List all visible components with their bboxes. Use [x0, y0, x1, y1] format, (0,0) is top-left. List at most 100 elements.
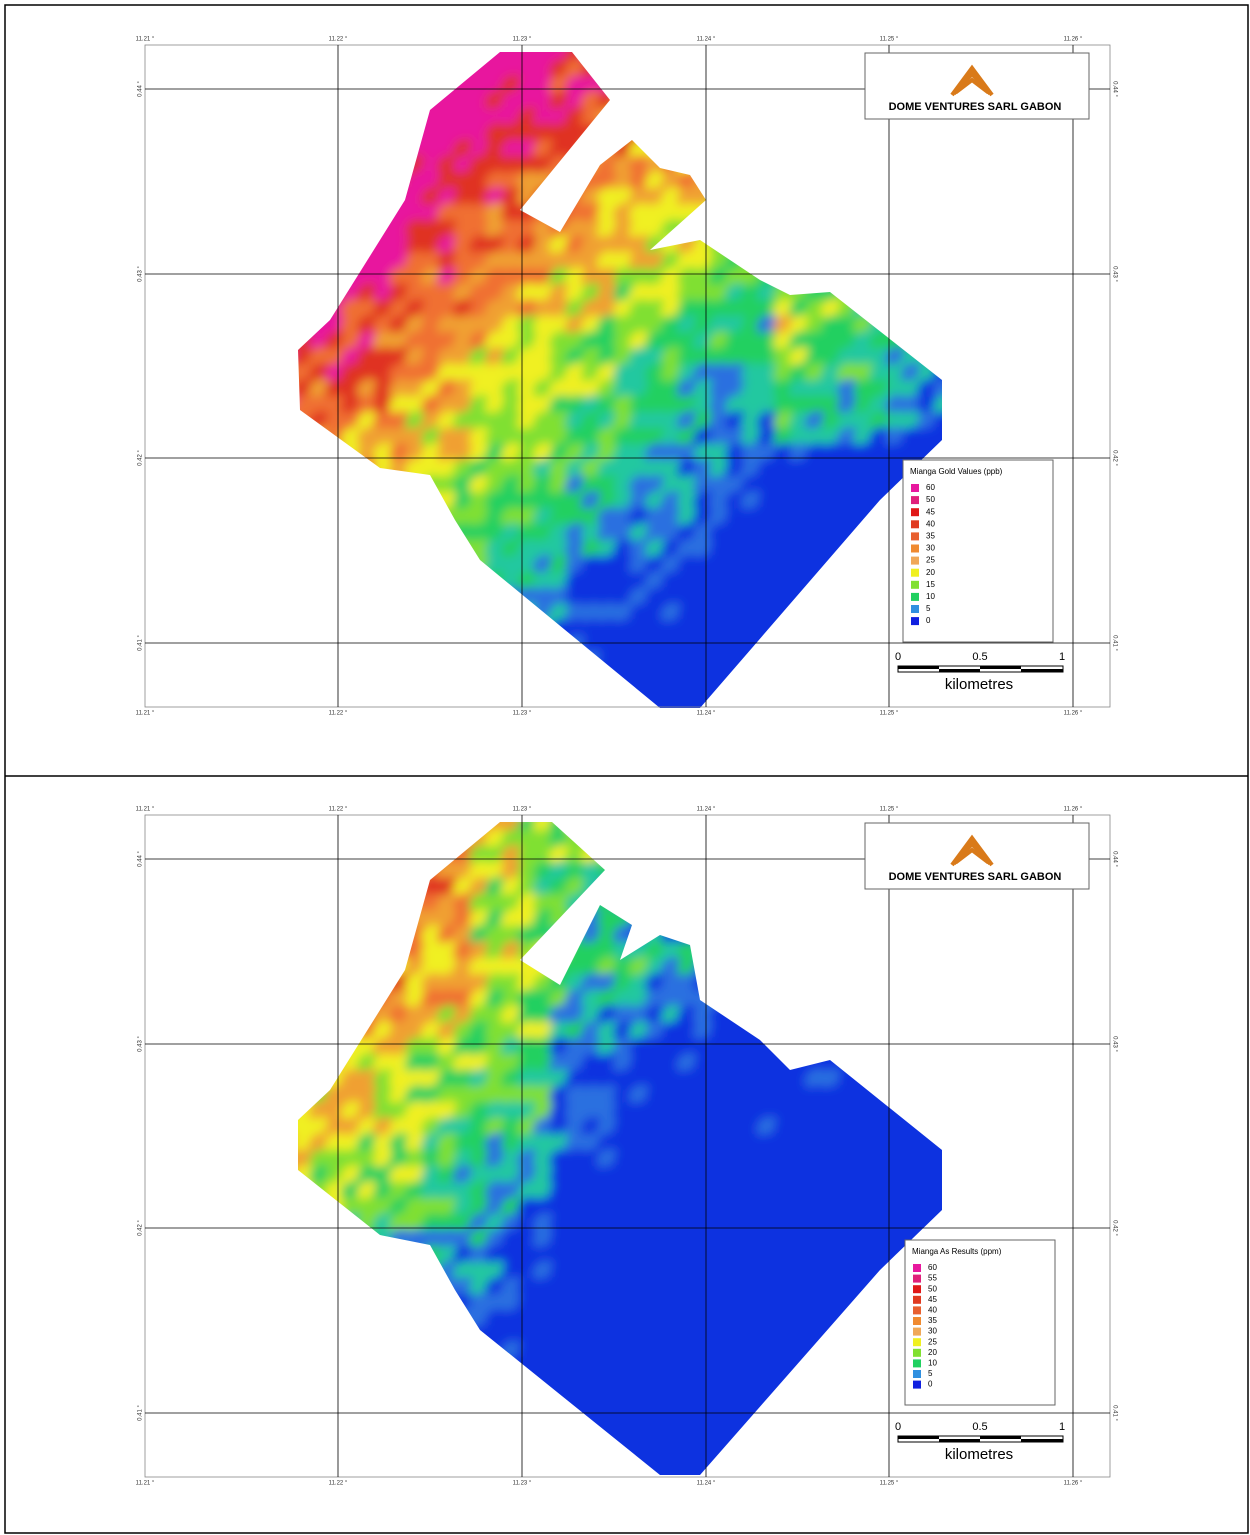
heat-blob	[309, 1053, 335, 1079]
heat-blob	[853, 251, 879, 277]
heat-blob	[821, 1421, 847, 1447]
heat-blob	[741, 797, 767, 823]
heat-blob	[389, 667, 415, 693]
heat-blob	[725, 155, 751, 181]
heat-blob	[741, 1469, 767, 1495]
heat-blob	[453, 1405, 479, 1431]
heat-blob	[821, 203, 847, 229]
heat-blob	[389, 829, 415, 855]
heat-blob	[757, 139, 783, 165]
heat-blob	[709, 123, 735, 149]
heat-blob	[373, 75, 399, 101]
scale-unit: kilometres	[945, 1446, 1013, 1463]
heat-blob	[309, 925, 335, 951]
heat-blob	[277, 1021, 303, 1047]
heat-blob	[837, 925, 863, 951]
heat-blob	[869, 683, 895, 709]
heat-blob	[613, 91, 639, 117]
heat-blob	[645, 813, 671, 839]
heat-blob	[613, 829, 639, 855]
heat-blob	[293, 925, 319, 951]
heat-blob	[821, 989, 847, 1015]
heat-blob	[709, 925, 735, 951]
heat-blob	[357, 925, 383, 951]
heat-blob	[293, 267, 319, 293]
heat-blob	[613, 1453, 639, 1479]
heat-blob	[293, 1373, 319, 1399]
heat-blob	[421, 59, 447, 85]
heat-blob	[277, 1197, 303, 1223]
heat-blob	[773, 619, 799, 645]
heat-blob	[277, 123, 303, 149]
heat-blob	[389, 475, 415, 501]
x-tick-label: 11.24 °	[697, 37, 716, 43]
heat-blob	[741, 1421, 767, 1447]
heat-blob	[917, 925, 943, 951]
legend-swatch	[913, 1285, 921, 1293]
heat-blob	[405, 91, 431, 117]
heat-blob	[741, 941, 767, 967]
heat-blob	[565, 699, 591, 725]
heat-blob	[805, 91, 831, 117]
heat-blob	[341, 475, 367, 501]
heat-blob	[805, 123, 831, 149]
heat-blob	[821, 797, 847, 823]
heat-blob	[869, 989, 895, 1015]
heat-blob	[421, 829, 447, 855]
heat-blob	[597, 813, 623, 839]
heat-blob	[453, 27, 479, 53]
heat-blob	[661, 877, 687, 903]
heat-blob	[853, 619, 879, 645]
heat-blob	[869, 909, 895, 935]
legend-label: 10	[928, 1359, 937, 1368]
heat-blob	[453, 635, 479, 661]
heat-blob	[821, 1469, 847, 1495]
heat-blob	[277, 475, 303, 501]
heat-blob	[853, 1325, 879, 1351]
heat-blob	[341, 587, 367, 613]
heat-blob	[421, 75, 447, 101]
heat-blob	[773, 813, 799, 839]
heat-blob	[277, 523, 303, 549]
heat-blob	[853, 203, 879, 229]
heat-blob	[309, 893, 335, 919]
heat-blob	[293, 555, 319, 581]
heat-blob	[405, 491, 431, 517]
heat-blob	[389, 1469, 415, 1495]
heat-blob	[805, 651, 831, 677]
heat-blob	[469, 683, 495, 709]
heat-blob	[341, 1293, 367, 1319]
heat-blob	[661, 75, 687, 101]
heat-blob	[901, 1453, 927, 1479]
heat-blob	[405, 1261, 431, 1287]
heat-blob	[581, 1453, 607, 1479]
heat-blob	[869, 139, 895, 165]
heat-blob	[277, 27, 303, 53]
heat-blob	[933, 973, 959, 999]
heat-blob	[389, 1293, 415, 1319]
heat-blob	[901, 797, 927, 823]
heat-blob	[341, 989, 367, 1015]
heat-blob	[805, 75, 831, 101]
heat-blob	[805, 909, 831, 935]
legend-label: 45	[928, 1295, 937, 1304]
heat-blob	[501, 1389, 527, 1415]
heat-blob	[341, 973, 367, 999]
heat-blob	[933, 1117, 959, 1143]
heat-blob	[389, 1357, 415, 1383]
legend-swatch	[911, 617, 919, 625]
heat-blob	[389, 75, 415, 101]
heat-blob	[357, 699, 383, 725]
heat-blob	[533, 699, 559, 725]
y-tick-label: 0.43 °	[138, 266, 144, 282]
heat-blob	[389, 523, 415, 549]
heat-blob	[293, 1005, 319, 1031]
heat-blob	[725, 797, 751, 823]
heat-blob	[437, 1293, 463, 1319]
heat-blob	[757, 203, 783, 229]
heat-blob	[901, 219, 927, 245]
heat-blob	[837, 845, 863, 871]
heat-blob	[485, 587, 511, 613]
heat-blob	[837, 957, 863, 983]
heat-blob	[837, 1421, 863, 1447]
